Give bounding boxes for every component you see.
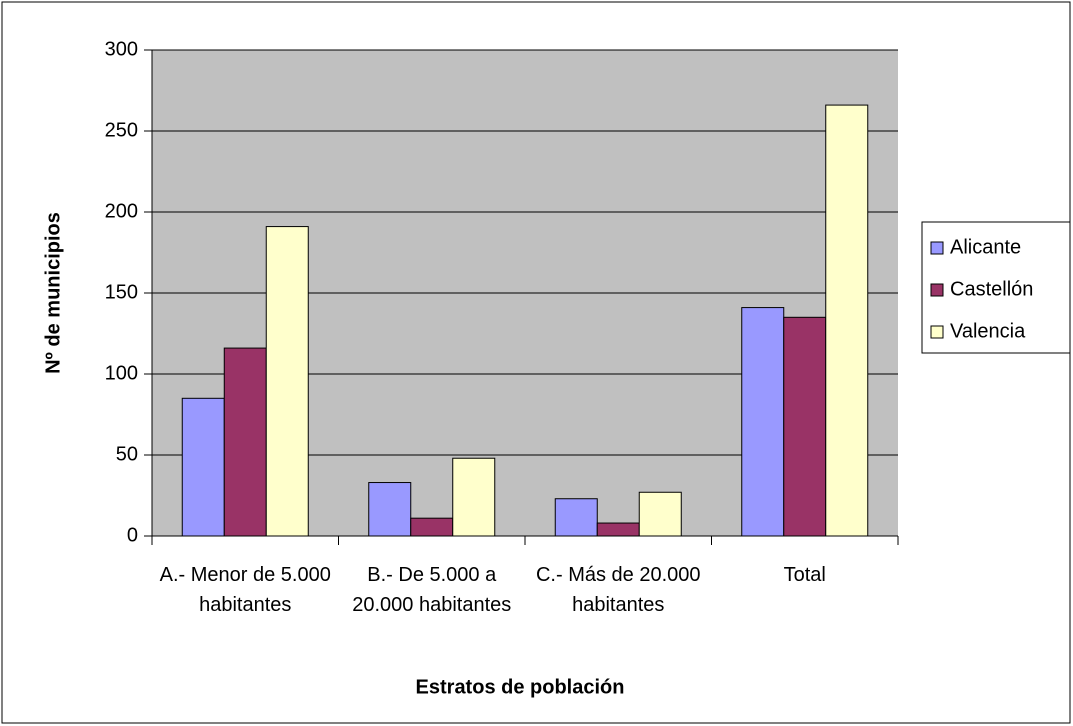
x-tick-label: C.- Más de 20.000 habitantes xyxy=(535,564,701,616)
bar xyxy=(596,522,640,537)
bar xyxy=(825,104,869,537)
x-tick-label: Total xyxy=(783,564,826,586)
legend-label: Valencia xyxy=(950,320,1026,342)
bar xyxy=(741,307,785,537)
bar xyxy=(223,347,267,537)
bar xyxy=(452,457,496,537)
bar xyxy=(410,517,454,537)
y-tick-label: 0 xyxy=(127,524,138,546)
y-tick-label: 250 xyxy=(105,119,138,141)
y-tick-label: 50 xyxy=(116,443,138,465)
legend-swatch xyxy=(930,283,944,297)
bar xyxy=(638,491,682,537)
legend-box xyxy=(921,221,1071,354)
y-tick-label: 200 xyxy=(105,200,138,222)
y-tick-label: 300 xyxy=(105,38,138,60)
legend-swatch xyxy=(930,325,944,339)
legend-swatch xyxy=(930,241,944,255)
legend-label: Castellón xyxy=(950,278,1033,300)
bar xyxy=(554,498,598,537)
bar xyxy=(368,482,412,537)
x-axis-title: Estratos de población xyxy=(416,676,625,698)
bar xyxy=(783,316,827,537)
x-tick-label: A.- Menor de 5.000 habitantes xyxy=(159,564,331,616)
bar xyxy=(181,397,225,537)
bar xyxy=(265,226,309,537)
y-tick-label: 100 xyxy=(105,362,138,384)
y-tick-label: 150 xyxy=(105,281,138,303)
x-tick-label: B.- De 5.000 a 20.000 habitantes xyxy=(352,564,512,616)
legend-label: Alicante xyxy=(950,236,1021,258)
y-axis-title: Nº de municipios xyxy=(42,212,64,374)
